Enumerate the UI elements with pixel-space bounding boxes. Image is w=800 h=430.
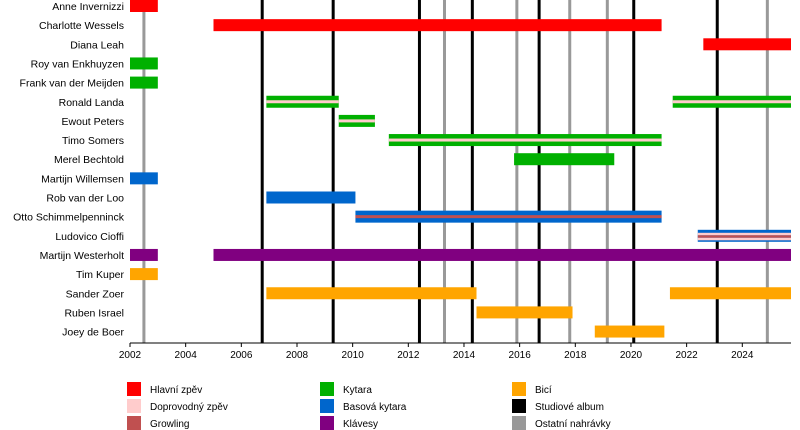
member-label-tim-kuper: Tim Kuper — [76, 269, 125, 281]
member-label-sander-zoer: Sander Zoer — [66, 288, 125, 300]
member-label-merel-bechtold: Merel Bechtold — [54, 154, 124, 166]
member-label-rob-van-der-loo: Rob van der Loo — [46, 193, 124, 205]
x-tick-label-2010: 2010 — [342, 350, 365, 361]
x-tick-label-2016: 2016 — [509, 350, 532, 361]
member-label-ewout-peters: Ewout Peters — [62, 116, 124, 128]
x-tick-label-2006: 2006 — [230, 350, 253, 361]
member-bar-anne-invernizzi — [130, 0, 158, 12]
legend-swatch-ostatni-nahravky — [512, 416, 526, 430]
x-tick-label-2024: 2024 — [731, 350, 754, 361]
legend-swatch-studiove-album — [512, 399, 526, 413]
x-tick-label-2002: 2002 — [119, 350, 142, 361]
member-bar-stripe-ludovico-cioffi — [697, 237, 791, 241]
member-label-anne-invernizzi: Anne Invernizzi — [52, 1, 124, 13]
x-tick-label-2018: 2018 — [564, 350, 587, 361]
legend-swatch-growling — [127, 416, 141, 430]
member-bar-ruben-israel — [476, 306, 573, 319]
legend-label-klavesy: Klávesy — [343, 419, 378, 430]
member-bar-stripe-ronald-landa — [266, 100, 339, 104]
member-bar-stripe-ronald-landa — [672, 100, 791, 104]
legend-label-bici: Bicí — [535, 385, 552, 396]
legend-swatch-bici — [512, 382, 526, 396]
legend-label-growling: Growling — [150, 419, 189, 430]
member-bar-rob-van-der-loo — [266, 191, 356, 204]
x-tick-label-2014: 2014 — [453, 350, 476, 361]
legend-label-hlavni-zpev: Hlavní zpěv — [150, 385, 202, 396]
legend-swatch-doprovodny-zpev — [127, 399, 141, 413]
legend-label-basova-kytara: Basová kytara — [343, 402, 407, 413]
x-tick-label-2012: 2012 — [397, 350, 420, 361]
legend-swatch-hlavni-zpev — [127, 382, 141, 396]
member-label-charlotte-wessels: Charlotte Wessels — [39, 20, 124, 32]
legend-label-ostatni-nahravky: Ostatní nahrávky — [535, 419, 611, 430]
legend-swatch-basova-kytara — [320, 399, 334, 413]
member-bar-stripe-ewout-peters — [338, 119, 375, 123]
member-label-ruben-israel: Ruben Israel — [64, 307, 124, 319]
legend-swatch-kytara — [320, 382, 334, 396]
member-bar-stripe-ludovico-cioffi — [697, 232, 791, 236]
x-tick-label-2008: 2008 — [286, 350, 309, 361]
member-bar-merel-bechtold — [514, 153, 615, 166]
legend-label-studiove-album: Studiové album — [535, 402, 604, 413]
member-bar-martijn-westerholt — [213, 248, 791, 261]
member-label-martijn-willemsen: Martijn Willemsen — [41, 173, 124, 185]
member-bar-stripe-otto-schimmelpenninck — [355, 215, 662, 219]
member-label-roy-van-enkhuyzen: Roy van Enkhuyzen — [31, 58, 125, 70]
member-label-joey-de-boer: Joey de Boer — [62, 327, 124, 339]
member-label-diana-leah: Diana Leah — [70, 39, 124, 51]
x-tick-label-2004: 2004 — [175, 350, 198, 361]
member-bar-stripe-timo-somers — [388, 138, 662, 142]
member-label-martijn-westerholt: Martijn Westerholt — [40, 250, 124, 262]
member-bar-charlotte-wessels — [213, 19, 662, 32]
member-label-ludovico-cioffi: Ludovico Cioffi — [55, 231, 124, 243]
member-bar-tim-kuper — [130, 268, 158, 281]
member-bar-sander-zoer — [669, 287, 791, 300]
member-bar-roy-van-enkhuyzen — [130, 57, 158, 70]
member-label-timo-somers: Timo Somers — [62, 135, 124, 147]
x-tick-label-2020: 2020 — [620, 350, 643, 361]
x-tick-label-2022: 2022 — [676, 350, 699, 361]
member-bar-stripe-ludovico-cioffi — [697, 235, 791, 238]
member-label-frank-van-der-meijden: Frank van der Meijden — [20, 78, 125, 90]
member-label-otto-schimmelpenninck: Otto Schimmelpenninck — [13, 212, 125, 224]
legend-label-kytara: Kytara — [343, 385, 372, 396]
member-bar-martijn-westerholt — [130, 248, 158, 261]
legend-label-doprovodny-zpev: Doprovodný zpěv — [150, 402, 228, 413]
member-bar-sander-zoer — [266, 287, 477, 300]
member-label-ronald-landa: Ronald Landa — [59, 97, 125, 109]
member-bar-frank-van-der-meijden — [130, 76, 158, 89]
member-bar-diana-leah — [703, 38, 791, 51]
member-bar-joey-de-boer — [594, 325, 665, 338]
legend-swatch-klavesy — [320, 416, 334, 430]
member-bar-martijn-willemsen — [130, 172, 158, 185]
